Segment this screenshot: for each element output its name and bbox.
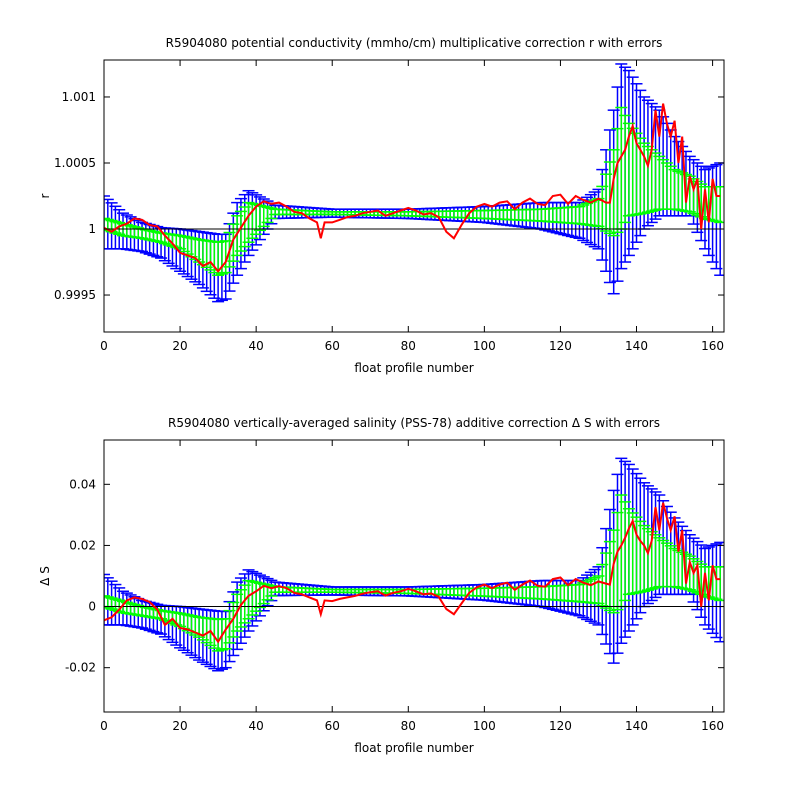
- x-tick-label: 160: [701, 339, 724, 353]
- y-tick-label: 1.001: [62, 90, 96, 104]
- y-tick-label: 1: [88, 222, 96, 236]
- x-tick-label: 60: [325, 719, 340, 733]
- x-tick-label: 20: [172, 339, 187, 353]
- chart-title: R5904080 potential conductivity (mmho/cm…: [166, 36, 663, 50]
- x-tick-label: 140: [625, 339, 648, 353]
- y-tick-label: -0.02: [65, 661, 96, 675]
- x-tick-label: 60: [325, 339, 340, 353]
- x-tick-label: 120: [549, 719, 572, 733]
- x-tick-label: 120: [549, 339, 572, 353]
- error-bars-green: [104, 494, 724, 652]
- plot-area: [104, 63, 724, 303]
- x-tick-label: 100: [473, 339, 496, 353]
- chart-2: R5904080 vertically-averaged salinity (P…: [38, 416, 725, 755]
- x-axis-label: float profile number: [354, 741, 473, 755]
- plot-area: [104, 457, 724, 672]
- x-tick-label: 20: [172, 719, 187, 733]
- y-axis-label: Δ S: [38, 566, 52, 586]
- x-tick-label: 100: [473, 719, 496, 733]
- x-axis-label: float profile number: [354, 361, 473, 375]
- x-tick-label: 80: [401, 339, 416, 353]
- error-bars-green: [104, 106, 724, 276]
- x-tick-label: 0: [100, 719, 108, 733]
- correction-series-line: [104, 502, 721, 644]
- y-tick-label: 0.04: [69, 477, 96, 491]
- x-tick-label: 0: [100, 339, 108, 353]
- x-tick-label: 40: [249, 339, 264, 353]
- x-tick-label: 160: [701, 719, 724, 733]
- chart-1: R5904080 potential conductivity (mmho/cm…: [38, 36, 725, 375]
- x-tick-label: 40: [249, 719, 264, 733]
- y-tick-label: 0.9995: [54, 288, 96, 302]
- y-tick-label: 0.02: [69, 538, 96, 552]
- x-tick-label: 80: [401, 719, 416, 733]
- chart-title: R5904080 vertically-averaged salinity (P…: [168, 416, 660, 430]
- x-tick-label: 140: [625, 719, 648, 733]
- axes-box: [103, 59, 725, 333]
- correction-series-line: [104, 103, 721, 273]
- y-axis-label: r: [38, 193, 52, 198]
- axes-box: [103, 439, 725, 713]
- y-tick-label: 0: [88, 600, 96, 614]
- y-tick-label: 1.0005: [54, 156, 96, 170]
